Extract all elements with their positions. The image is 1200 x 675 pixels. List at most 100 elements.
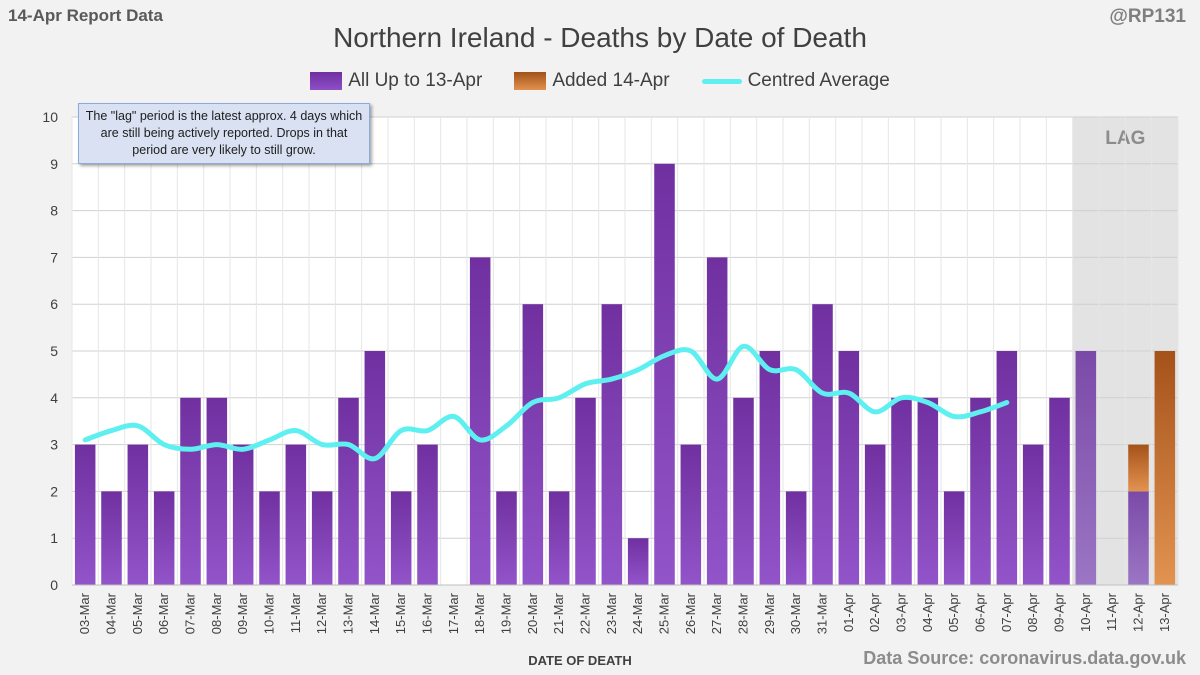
y-tick-label: 10: [42, 109, 58, 125]
x-tick-label: 26-Mar: [683, 592, 698, 634]
legend-item-added: Added 14-Apr: [514, 70, 670, 92]
bar-all-09-Apr: [1049, 397, 1070, 585]
x-tick-label: 08-Mar: [209, 592, 224, 634]
x-axis-title: DATE OF DEATH: [528, 653, 632, 668]
x-tick-label: 06-Apr: [973, 592, 988, 632]
x-tick-label: 12-Apr: [1131, 592, 1146, 632]
bar-all-10-Apr: [1075, 351, 1097, 585]
bar-all-02-Apr: [864, 444, 886, 585]
bar-all-15-Mar: [390, 491, 412, 585]
y-tick-label: 5: [50, 343, 58, 359]
bar-all-16-Mar: [417, 444, 438, 585]
bar-all-22-Mar: [575, 397, 596, 585]
x-tick-label: 29-Mar: [762, 592, 777, 634]
legend-label-all: All Up to 13-Apr: [348, 70, 483, 91]
y-tick-label: 8: [50, 203, 58, 219]
x-tick-label: 31-Mar: [815, 592, 830, 634]
report-date-label: 14-Apr Report Data: [8, 6, 163, 25]
legend-item-all: All Up to 13-Apr: [310, 70, 482, 92]
bar-all-03-Mar: [74, 444, 96, 585]
x-tick-label: 05-Apr: [946, 592, 961, 632]
x-tick-label: 18-Mar: [472, 592, 487, 634]
y-tick-label: 3: [50, 437, 58, 453]
legend-label-added: Added 14-Apr: [552, 70, 670, 91]
x-tick-label: 27-Mar: [709, 592, 724, 634]
chart-legend: All Up to 13-Apr Added 14-Apr Centred Av…: [0, 70, 1200, 92]
bar-all-13-Mar: [338, 397, 359, 585]
bar-all-08-Apr: [1022, 444, 1044, 585]
y-tick-label: 1: [50, 530, 58, 546]
x-tick-label: 04-Apr: [920, 592, 935, 632]
bar-all-10-Mar: [259, 491, 280, 585]
x-tick-label: 10-Apr: [1078, 592, 1093, 632]
y-tick-label: 4: [50, 390, 58, 406]
x-tick-label: 28-Mar: [736, 592, 751, 634]
x-tick-label: 09-Mar: [235, 592, 250, 634]
bar-all-07-Mar: [180, 397, 201, 585]
legend-label-average: Centred Average: [747, 70, 890, 91]
bar-all-21-Mar: [548, 491, 570, 585]
x-tick-label: 21-Mar: [551, 592, 566, 634]
x-tick-label: 06-Mar: [156, 592, 171, 634]
legend-item-average: Centred Average: [701, 70, 890, 92]
x-tick-label: 07-Apr: [999, 592, 1014, 632]
bar-all-12-Mar: [311, 491, 333, 585]
legend-swatch-line: [701, 78, 742, 84]
x-tick-label: 03-Mar: [77, 592, 92, 634]
x-tick-label: 17-Mar: [446, 592, 461, 634]
bar-all-26-Mar: [680, 444, 702, 585]
x-tick-label: 11-Apr: [1104, 592, 1119, 631]
bar-all-20-Mar: [522, 304, 544, 585]
y-tick-label: 9: [50, 156, 58, 172]
centred-average-line: [82, 343, 1010, 462]
bar-all-19-Mar: [496, 491, 517, 585]
bar-all-04-Mar: [101, 491, 122, 585]
x-tick-label: 05-Mar: [130, 592, 145, 634]
bar-all-05-Mar: [127, 444, 149, 585]
bar-all-01-Apr: [838, 351, 860, 585]
x-tick-label: 13-Mar: [341, 592, 356, 634]
x-tick-label: 10-Mar: [262, 592, 277, 634]
bar-all-30-Mar: [785, 491, 807, 585]
x-tick-label: 25-Mar: [657, 592, 672, 634]
x-tick-label: 12-Mar: [314, 592, 329, 634]
x-tick-label: 14-Mar: [367, 592, 382, 634]
bar-all-27-Mar: [706, 257, 728, 585]
x-tick-label: 01-Apr: [841, 592, 856, 632]
bar-all-29-Mar: [759, 351, 781, 585]
x-tick-label: 20-Mar: [525, 592, 540, 634]
x-tick-label: 03-Apr: [894, 592, 909, 632]
y-tick-label: 7: [50, 249, 58, 265]
bar-all-04-Apr: [917, 397, 939, 585]
x-tick-label: 11-Mar: [288, 592, 303, 633]
bar-all-28-Mar: [733, 397, 754, 585]
bar-all-09-Mar: [232, 444, 254, 585]
bar-added-13-Apr: [1154, 351, 1176, 585]
data-source: Data Source: coronavirus.data.gov.uk: [863, 648, 1186, 668]
x-tick-label: 13-Apr: [1157, 592, 1172, 632]
x-tick-label: 24-Mar: [630, 592, 645, 634]
bar-all-07-Apr: [996, 351, 1018, 585]
bar-all-06-Mar: [153, 491, 175, 585]
x-tick-label: 15-Mar: [393, 592, 408, 634]
y-tick-label: 6: [50, 296, 58, 312]
bar-all-11-Mar: [285, 444, 307, 585]
bar-all-03-Apr: [891, 397, 912, 585]
y-tick-label: 0: [50, 577, 58, 593]
bar-all-08-Mar: [206, 397, 228, 585]
x-tick-label: 07-Mar: [183, 592, 198, 634]
bar-all-31-Mar: [812, 304, 833, 585]
bar-all-06-Apr: [970, 397, 991, 585]
x-tick-label: 04-Mar: [104, 592, 119, 634]
x-tick-label: 19-Mar: [499, 592, 514, 634]
x-tick-label: 22-Mar: [578, 592, 593, 634]
author-handle: @RP131: [1109, 6, 1186, 27]
bar-all-23-Mar: [601, 304, 623, 585]
bar-all-18-Mar: [469, 257, 491, 585]
bar-all-24-Mar: [627, 538, 649, 585]
bar-all-14-Mar: [364, 351, 386, 585]
legend-swatch-orange: [514, 72, 547, 90]
lag-note: The "lag" period is the latest approx. 4…: [78, 103, 370, 164]
chart-title: Northern Ireland - Deaths by Date of Dea…: [333, 22, 867, 53]
